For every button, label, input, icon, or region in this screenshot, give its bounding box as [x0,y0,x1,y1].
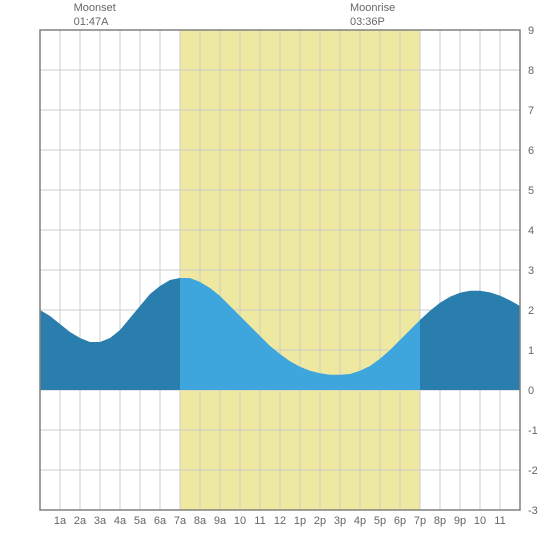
x-tick-label: 6a [154,515,167,527]
x-tick-label: 2a [74,515,87,527]
x-tick-label: 4p [354,515,366,527]
x-tick-label: 10 [234,515,246,527]
x-tick-label: 10 [474,515,486,527]
y-tick-label: 0 [528,385,534,397]
x-tick-label: 4a [114,515,127,527]
y-tick-label: 7 [528,105,534,117]
y-tick-label: 6 [528,145,534,157]
x-tick-label: 8p [434,515,446,527]
y-tick-label: 2 [528,305,534,317]
x-tick-label: 9a [214,515,227,527]
x-tick-label: 2p [314,515,326,527]
moonset-label: Moonset 01:47A [74,2,116,30]
x-tick-label: 11 [254,515,265,527]
tide-chart: Moonset 01:47A Moonrise 03:36P 1a2a3a4a5… [0,0,550,550]
x-tick-label: 9p [454,515,466,527]
y-tick-label: 8 [528,65,534,77]
tide-chart-svg: 1a2a3a4a5a6a7a8a9a1011121p2p3p4p5p6p7p8p… [0,0,550,550]
y-tick-label: 5 [528,185,534,197]
y-tick-label: -3 [528,505,538,517]
x-tick-label: 5p [374,515,386,527]
x-tick-label: 7a [174,515,187,527]
y-tick-label: -1 [528,425,538,437]
x-tick-label: 1a [54,515,67,527]
y-tick-label: 1 [528,345,534,357]
x-tick-label: 8a [194,515,207,527]
y-tick-label: -2 [528,465,538,477]
x-tick-label: 6p [394,515,406,527]
x-tick-label: 11 [494,515,505,527]
x-tick-label: 3p [334,515,346,527]
x-tick-label: 7p [414,515,426,527]
y-tick-label: 4 [528,225,534,237]
y-tick-label: 3 [528,265,534,277]
moonrise-label: Moonrise 03:36P [350,2,395,30]
x-tick-label: 3a [94,515,107,527]
y-tick-label: 9 [528,25,534,37]
x-tick-label: 5a [134,515,147,527]
x-tick-label: 1p [294,515,306,527]
x-tick-label: 12 [274,515,286,527]
